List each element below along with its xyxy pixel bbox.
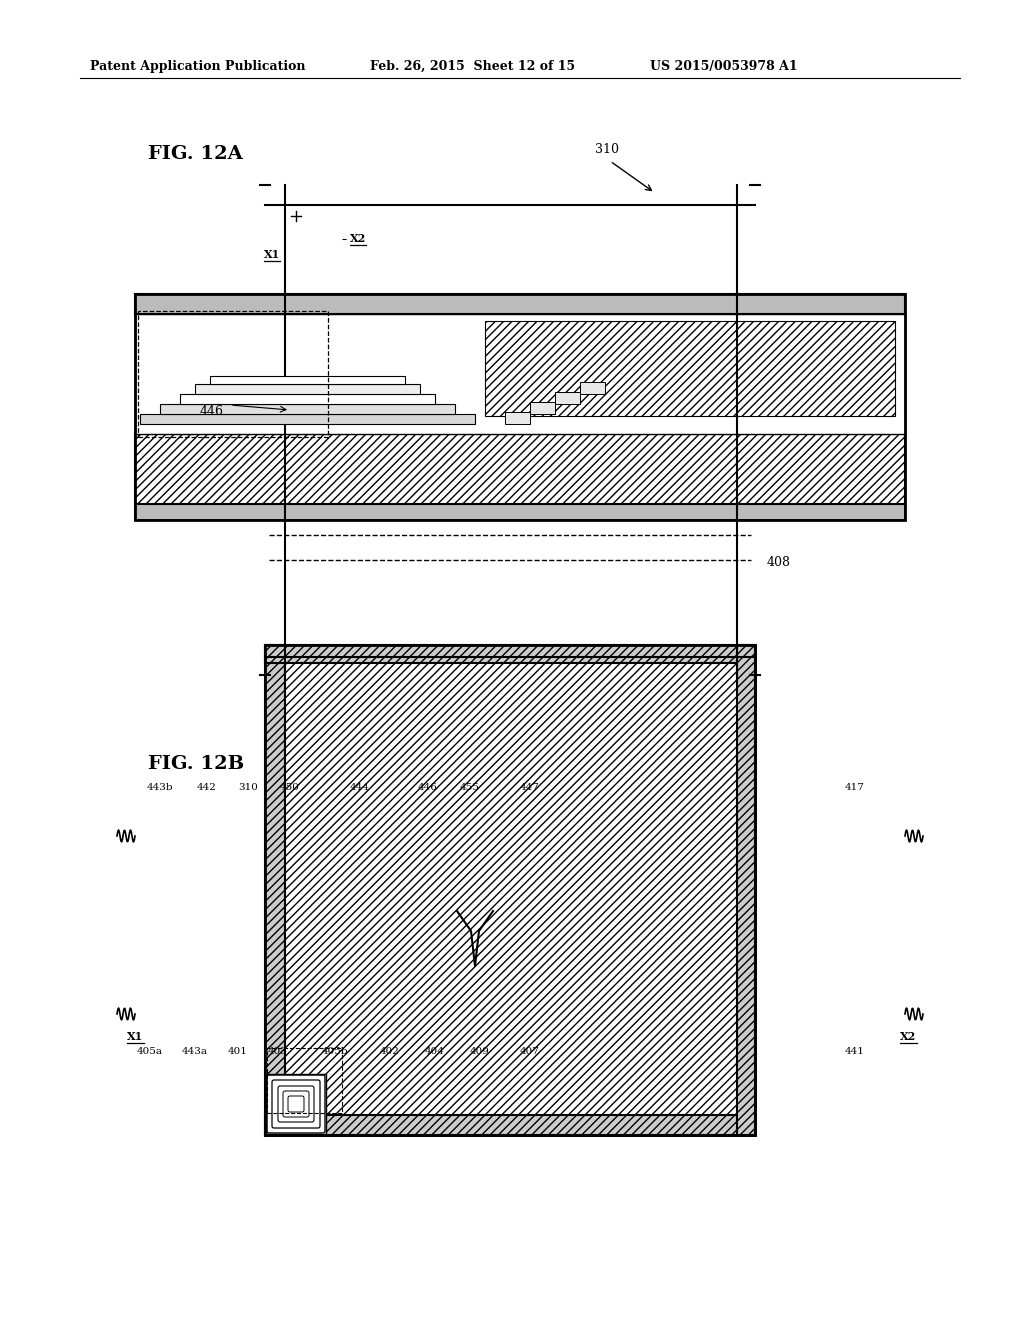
- Text: 409: 409: [470, 1047, 489, 1056]
- Bar: [135, 314, 905, 434]
- Bar: [265, 1115, 755, 1135]
- Text: 405a: 405a: [137, 1047, 163, 1056]
- Text: X2: X2: [900, 1031, 916, 1041]
- Text: 402: 402: [380, 1047, 400, 1056]
- Bar: [138, 312, 328, 437]
- Text: 310: 310: [238, 783, 258, 792]
- Text: 443a: 443a: [182, 1047, 208, 1056]
- Text: 404: 404: [425, 1047, 445, 1056]
- Text: 447: 447: [520, 783, 540, 792]
- Text: 408: 408: [767, 557, 791, 569]
- Text: 446: 446: [418, 783, 438, 792]
- Bar: [267, 1048, 342, 1113]
- Text: Feb. 26, 2015  Sheet 12 of 15: Feb. 26, 2015 Sheet 12 of 15: [370, 59, 575, 73]
- Text: 455: 455: [460, 783, 480, 792]
- Bar: [180, 393, 435, 404]
- Text: 405b: 405b: [322, 1047, 348, 1056]
- Text: 446: 446: [200, 405, 224, 418]
- Bar: [505, 412, 530, 424]
- Bar: [530, 403, 555, 414]
- Bar: [580, 381, 605, 393]
- Text: 403: 403: [268, 1047, 288, 1056]
- Text: 443b: 443b: [146, 783, 173, 792]
- Text: 441: 441: [845, 1047, 865, 1056]
- Bar: [555, 392, 580, 404]
- Text: 444: 444: [350, 783, 370, 792]
- Bar: [210, 376, 406, 384]
- Bar: [265, 645, 755, 663]
- Text: FIG. 12A: FIG. 12A: [148, 145, 243, 162]
- Text: 450: 450: [280, 783, 300, 792]
- Text: 417: 417: [845, 783, 865, 792]
- Bar: [160, 404, 455, 414]
- Text: 407: 407: [520, 1047, 540, 1056]
- Text: 310: 310: [595, 143, 618, 156]
- Text: 442: 442: [197, 783, 217, 792]
- Bar: [265, 645, 285, 1135]
- Bar: [485, 321, 895, 416]
- Bar: [135, 294, 905, 314]
- Text: US 2015/0053978 A1: US 2015/0053978 A1: [650, 59, 798, 73]
- Text: Patent Application Publication: Patent Application Publication: [90, 59, 305, 73]
- Text: X2: X2: [350, 234, 367, 244]
- Text: 401: 401: [228, 1047, 248, 1056]
- Bar: [140, 414, 475, 424]
- Text: X1: X1: [264, 249, 281, 260]
- Bar: [737, 645, 755, 1135]
- Bar: [265, 645, 755, 1135]
- Text: FIG. 12B: FIG. 12B: [148, 755, 245, 774]
- Bar: [135, 434, 905, 504]
- Bar: [135, 504, 905, 520]
- Bar: [195, 384, 420, 393]
- Bar: [135, 294, 905, 520]
- Bar: [266, 1074, 326, 1134]
- Text: X1: X1: [127, 1031, 143, 1041]
- Bar: [265, 645, 755, 1135]
